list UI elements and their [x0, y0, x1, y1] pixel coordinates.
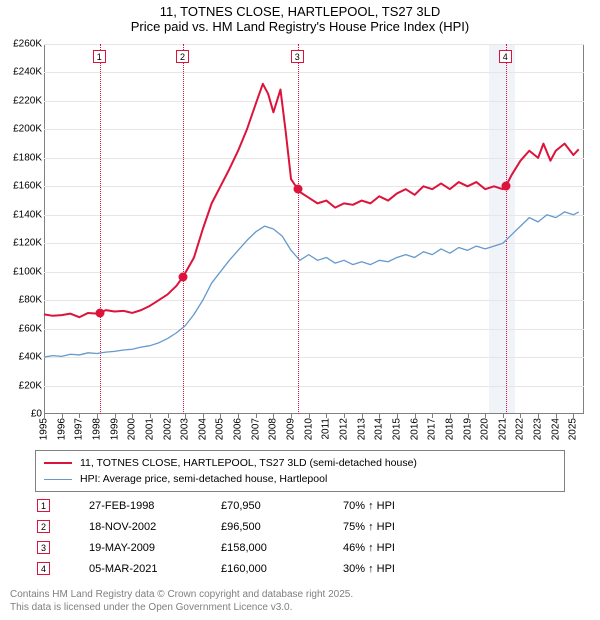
- x-tick-label: 2018: [444, 418, 455, 440]
- legend-row-2: HPI: Average price, semi-detached house,…: [44, 471, 556, 487]
- sale-date: 18-NOV-2002: [89, 517, 219, 536]
- legend-row-1: 11, TOTNES CLOSE, HARTLEPOOL, TS27 3LD (…: [44, 455, 556, 471]
- sale-marker-dot: [179, 272, 188, 281]
- y-tick-label: £160K: [2, 181, 42, 192]
- sale-row: 2 18-NOV-2002£96,50075% ↑ HPI: [37, 517, 405, 536]
- y-tick-label: £220K: [2, 95, 42, 106]
- title-block: 11, TOTNES CLOSE, HARTLEPOOL, TS27 3LD P…: [0, 0, 600, 34]
- series-hpi: [44, 212, 579, 357]
- x-tick-label: 2014: [374, 418, 385, 440]
- x-tick-label: 1999: [109, 418, 120, 440]
- y-tick-label: £0: [2, 409, 42, 420]
- x-tick-label: 1995: [39, 418, 50, 440]
- sale-row: 1 27-FEB-1998£70,95070% ↑ HPI: [37, 496, 405, 515]
- sales-table: 1 27-FEB-1998£70,95070% ↑ HPI 2 18-NOV-2002…: [35, 494, 407, 580]
- x-tick-label: 1996: [56, 418, 67, 440]
- footer: Contains HM Land Registry data © Crown c…: [10, 588, 353, 614]
- y-tick-label: £40K: [2, 352, 42, 363]
- sale-num-box: 4: [37, 562, 50, 575]
- sale-price: £158,000: [221, 538, 341, 557]
- y-tick-label: £120K: [2, 238, 42, 249]
- sale-price: £96,500: [221, 517, 341, 536]
- sale-marker-dot: [293, 185, 302, 194]
- legend-swatch-blue: [44, 479, 72, 480]
- x-tick-label: 2001: [144, 418, 155, 440]
- sale-date: 27-FEB-1998: [89, 496, 219, 515]
- x-tick-label: 2023: [533, 418, 544, 440]
- y-tick-label: £140K: [2, 209, 42, 220]
- sale-date: 05-MAR-2021: [89, 559, 219, 578]
- x-tick-label: 2005: [215, 418, 226, 440]
- x-tick-label: 2006: [233, 418, 244, 440]
- chart-container: 11, TOTNES CLOSE, HARTLEPOOL, TS27 3LD P…: [0, 0, 600, 620]
- x-tick-label: 2011: [321, 418, 332, 440]
- sale-price: £70,950: [221, 496, 341, 515]
- footer-line1: Contains HM Land Registry data © Crown c…: [10, 588, 353, 601]
- sale-delta: 75% ↑ HPI: [343, 517, 405, 536]
- x-tick-label: 1997: [74, 418, 85, 440]
- y-tick-label: £80K: [2, 295, 42, 306]
- chart-area: 1234 £0£20K£40K£60K£80K£100K£120K£140K£1…: [44, 44, 584, 414]
- x-tick-label: 2007: [250, 418, 261, 440]
- x-tick-label: 2016: [409, 418, 420, 440]
- legend-label-2: HPI: Average price, semi-detached house,…: [80, 473, 327, 485]
- title-subtitle: Price paid vs. HM Land Registry's House …: [0, 19, 600, 34]
- legend-swatch-red: [44, 462, 72, 464]
- title-address: 11, TOTNES CLOSE, HARTLEPOOL, TS27 3LD: [0, 4, 600, 19]
- legend-label-1: 11, TOTNES CLOSE, HARTLEPOOL, TS27 3LD (…: [80, 457, 417, 469]
- x-tick-label: 2015: [391, 418, 402, 440]
- series-lines: [44, 44, 584, 414]
- x-tick-label: 2022: [515, 418, 526, 440]
- sale-num-box: 1: [37, 499, 50, 512]
- x-tick-label: 2021: [497, 418, 508, 440]
- legend: 11, TOTNES CLOSE, HARTLEPOOL, TS27 3LD (…: [35, 450, 565, 492]
- footer-line2: This data is licensed under the Open Gov…: [10, 601, 353, 614]
- sale-delta: 70% ↑ HPI: [343, 496, 405, 515]
- sale-row: 3 19-MAY-2009£158,00046% ↑ HPI: [37, 538, 405, 557]
- x-tick-label: 2009: [286, 418, 297, 440]
- sale-delta: 30% ↑ HPI: [343, 559, 405, 578]
- sale-marker-dot: [95, 309, 104, 318]
- x-tick-label: 2020: [480, 418, 491, 440]
- y-tick-label: £20K: [2, 380, 42, 391]
- sale-row: 4 05-MAR-2021£160,00030% ↑ HPI: [37, 559, 405, 578]
- y-tick-label: £60K: [2, 323, 42, 334]
- x-tick-label: 2013: [356, 418, 367, 440]
- series-price_paid: [44, 84, 579, 317]
- y-tick-label: £180K: [2, 152, 42, 163]
- x-tick-label: 2010: [303, 418, 314, 440]
- sale-marker-dot: [501, 182, 510, 191]
- x-tick-label: 1998: [91, 418, 102, 440]
- sale-price: £160,000: [221, 559, 341, 578]
- sale-delta: 46% ↑ HPI: [343, 538, 405, 557]
- x-tick-label: 2008: [268, 418, 279, 440]
- x-tick-label: 2017: [427, 418, 438, 440]
- x-tick-label: 2025: [568, 418, 579, 440]
- x-tick-label: 2000: [127, 418, 138, 440]
- y-tick-label: £100K: [2, 266, 42, 277]
- x-tick-label: 2012: [339, 418, 350, 440]
- sale-num-box: 2: [37, 520, 50, 533]
- x-tick-label: 2003: [180, 418, 191, 440]
- x-tick-label: 2024: [550, 418, 561, 440]
- sale-date: 19-MAY-2009: [89, 538, 219, 557]
- x-tick-label: 2002: [162, 418, 173, 440]
- x-tick-label: 2004: [197, 418, 208, 440]
- x-tick-label: 2019: [462, 418, 473, 440]
- y-tick-label: £240K: [2, 67, 42, 78]
- sale-num-box: 3: [37, 541, 50, 554]
- y-tick-label: £200K: [2, 124, 42, 135]
- y-tick-label: £260K: [2, 39, 42, 50]
